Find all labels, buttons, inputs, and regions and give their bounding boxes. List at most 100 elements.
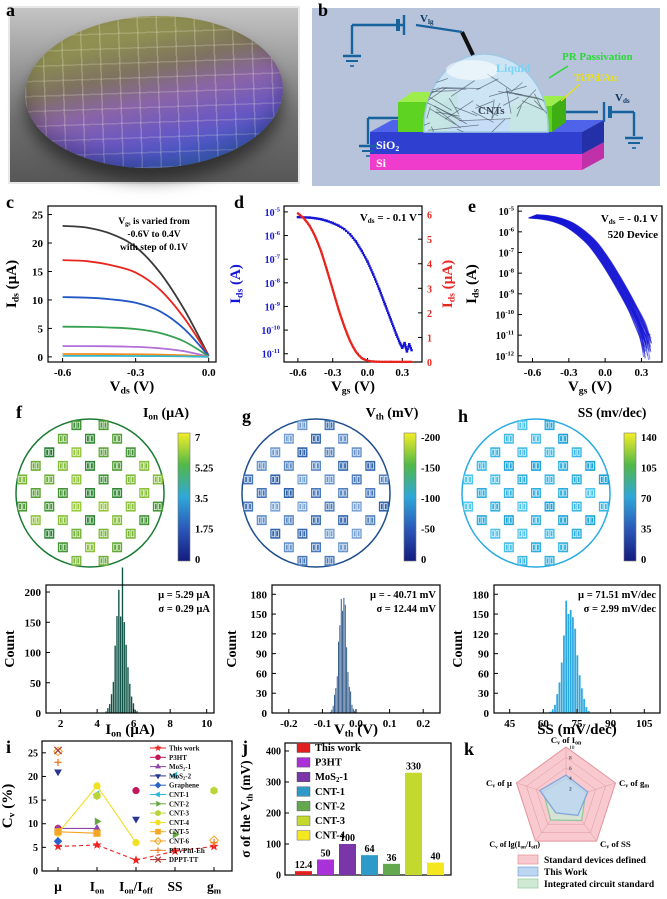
svg-text:2: 2 xyxy=(58,718,64,730)
svg-text:35: 35 xyxy=(641,525,652,536)
svg-text:10-6: 10-6 xyxy=(499,226,515,239)
panel-label-h: h xyxy=(458,406,469,426)
svg-text:90: 90 xyxy=(256,649,268,661)
panel-j-sigma-vth-bars: 0 100 200 300 400 12.4 50 100 64 36 330 40 This work… xyxy=(238,742,452,882)
svg-text:Vds (V): Vds (V) xyxy=(110,379,155,397)
svg-text:MoS2-1: MoS2-1 xyxy=(315,772,348,784)
svg-text:1: 1 xyxy=(427,333,432,344)
svg-text:-200: -200 xyxy=(421,433,440,444)
svg-text:Cv (%): Cv (%) xyxy=(0,784,18,828)
svg-text:10: 10 xyxy=(201,718,213,730)
svg-text:20: 20 xyxy=(28,772,38,783)
svg-text:0.0: 0.0 xyxy=(349,718,363,730)
panel-d-transfer-curve: -0.6 -0.3 0.0 0.3 10-5 10-6 10-7 10-8 10-9 10-10 1… xyxy=(228,205,458,397)
svg-text:2: 2 xyxy=(569,787,572,793)
panel-label-i: i xyxy=(6,737,12,757)
svg-text:-0.6: -0.6 xyxy=(54,367,72,379)
svg-text:140: 140 xyxy=(641,433,657,444)
svg-text:This work: This work xyxy=(315,743,361,754)
svg-text:25: 25 xyxy=(28,748,38,759)
svg-text:100: 100 xyxy=(25,648,42,660)
svg-text:PR Passivation: PR Passivation xyxy=(562,51,633,63)
panel-label-d: d xyxy=(234,192,245,212)
svg-text:Ids (A): Ids (A) xyxy=(464,264,482,304)
svg-text:50: 50 xyxy=(321,849,331,860)
svg-text:-0.6: -0.6 xyxy=(289,367,307,379)
svg-text:120: 120 xyxy=(251,629,268,641)
svg-text:SS: SS xyxy=(167,879,182,894)
svg-text:60: 60 xyxy=(256,668,268,680)
svg-text:P3HT: P3HT xyxy=(169,754,187,762)
svg-text:200: 200 xyxy=(25,587,42,599)
svg-text:0: 0 xyxy=(262,708,268,720)
svg-text:520 Device: 520 Device xyxy=(608,229,659,241)
svg-text:30: 30 xyxy=(478,688,490,700)
svg-text:0: 0 xyxy=(276,871,281,882)
svg-text:90: 90 xyxy=(478,649,490,661)
panel-label-g: g xyxy=(242,406,251,426)
svg-text:10-8: 10-8 xyxy=(265,277,281,290)
panel-h-ss-map-hist: 140 105 70 35 0 SS (mv/dec) 45 60 75 90 105 0 30 60 90… xyxy=(451,405,661,738)
panel-label-b: b xyxy=(318,0,329,20)
svg-text:Count: Count xyxy=(3,630,18,668)
svg-text:150: 150 xyxy=(473,609,490,621)
svg-text:5.25: 5.25 xyxy=(195,464,213,475)
svg-text:Vth (mV): Vth (mV) xyxy=(366,406,419,422)
svg-text:σ = 2.99 mV/dec: σ = 2.99 mV/dec xyxy=(584,604,657,615)
panel-e-520-device-transfer: -0.6 -0.3 0.0 0.3 10-5 10-6 10-7 10-8 10-9 10-10 1… xyxy=(464,205,663,397)
svg-text:-100: -100 xyxy=(421,494,440,505)
svg-text:CNT-4: CNT-4 xyxy=(315,831,346,842)
svg-text:64: 64 xyxy=(365,844,375,855)
svg-text:Ion (µA): Ion (µA) xyxy=(105,722,154,740)
svg-text:CNT-1: CNT-1 xyxy=(315,787,345,798)
svg-text:SiO2: SiO2 xyxy=(376,138,399,153)
svg-text:-0.1: -0.1 xyxy=(314,718,331,730)
svg-text:0: 0 xyxy=(195,555,200,566)
svg-text:SS (mv/dec): SS (mv/dec) xyxy=(578,405,647,420)
svg-text:10-12: 10-12 xyxy=(495,350,514,363)
svg-text:Count: Count xyxy=(225,630,240,668)
svg-text:gm: gm xyxy=(207,879,222,895)
svg-text:100: 100 xyxy=(266,840,281,851)
svg-text:180: 180 xyxy=(251,589,268,601)
svg-text:180: 180 xyxy=(473,589,490,601)
svg-text:µ: µ xyxy=(54,879,62,894)
svg-text:with step of 0.1V: with step of 0.1V xyxy=(120,243,188,253)
svg-text:CNT-5: CNT-5 xyxy=(169,828,189,836)
svg-text:10: 10 xyxy=(32,295,44,307)
svg-text:0.0: 0.0 xyxy=(361,367,375,379)
svg-text:0: 0 xyxy=(421,555,426,566)
svg-text:-0.3: -0.3 xyxy=(560,367,578,379)
svg-text:10-8: 10-8 xyxy=(499,268,515,281)
svg-text:3.5: 3.5 xyxy=(195,494,208,505)
svg-text:This work: This work xyxy=(169,745,200,753)
svg-text:0.1: 0.1 xyxy=(383,718,397,730)
svg-text:µ = 71.51 mV/dec: µ = 71.51 mV/dec xyxy=(578,590,656,601)
svg-text:-0.6V to 0.4V: -0.6V to 0.4V xyxy=(127,230,180,240)
svg-text:-50: -50 xyxy=(421,525,435,536)
svg-text:1.75: 1.75 xyxy=(195,525,213,536)
svg-text:50: 50 xyxy=(30,678,42,690)
panel-c-output-curves: -0.6 -0.3 0.0 0 5 10 15 20 25 Vgs is varied from -… xyxy=(4,205,217,397)
svg-text:10-9: 10-9 xyxy=(265,301,281,314)
svg-text:µ = - 40.71 mV: µ = - 40.71 mV xyxy=(370,590,436,601)
svg-text:Standard devices defined: Standard devices defined xyxy=(544,856,647,866)
svg-text:0: 0 xyxy=(427,358,432,369)
svg-text:60: 60 xyxy=(538,718,550,730)
panel-label-e: e xyxy=(468,196,476,216)
svg-text:Cv of Ion: Cv of Ion xyxy=(551,735,582,747)
svg-text:25: 25 xyxy=(32,210,44,222)
svg-text:4: 4 xyxy=(569,776,572,782)
svg-text:Vds = - 0.1 V: Vds = - 0.1 V xyxy=(601,213,658,226)
svg-text:150: 150 xyxy=(25,617,42,629)
svg-text:Vlg: Vlg xyxy=(420,13,434,26)
svg-text:40: 40 xyxy=(431,852,441,863)
svg-text:10: 10 xyxy=(569,745,575,751)
svg-text:0.0: 0.0 xyxy=(202,367,216,379)
svg-text:5: 5 xyxy=(427,235,432,246)
svg-text:-0.2: -0.2 xyxy=(280,718,298,730)
svg-text:7: 7 xyxy=(195,433,200,444)
svg-text:6: 6 xyxy=(569,766,572,772)
svg-text:-0.6: -0.6 xyxy=(524,367,542,379)
